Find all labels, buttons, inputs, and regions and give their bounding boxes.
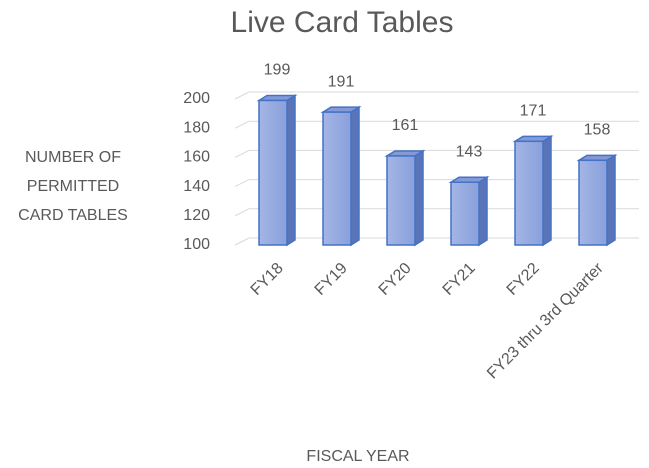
x-tick-label: FY20 bbox=[376, 260, 415, 299]
grid-line bbox=[234, 149, 639, 158]
bar bbox=[514, 140, 544, 246]
grid-line bbox=[234, 120, 639, 129]
y-tick-label: 160 bbox=[183, 149, 210, 166]
bar-side bbox=[478, 175, 488, 247]
value-label: 143 bbox=[456, 143, 483, 160]
value-label: 199 bbox=[264, 62, 291, 79]
grid-line bbox=[234, 208, 639, 217]
value-label: 158 bbox=[584, 122, 611, 139]
bar-side bbox=[414, 149, 424, 247]
bar-side bbox=[542, 134, 552, 247]
x-tick-label: FY22 bbox=[504, 260, 543, 299]
value-label: 191 bbox=[328, 73, 355, 90]
bar-side bbox=[350, 105, 360, 247]
y-tick-label: 140 bbox=[183, 178, 210, 195]
bar bbox=[258, 99, 288, 246]
chart-title: Live Card Tables bbox=[231, 6, 454, 39]
bar-top bbox=[320, 106, 362, 113]
grid-line bbox=[234, 179, 639, 188]
x-axis-title: FISCAL YEAR bbox=[306, 448, 409, 465]
y-tick-label: 180 bbox=[183, 119, 210, 136]
value-label: 161 bbox=[392, 117, 419, 134]
y-tick-label: 200 bbox=[183, 90, 210, 107]
grid-line bbox=[234, 91, 639, 100]
bar bbox=[450, 181, 480, 246]
bar bbox=[322, 111, 352, 246]
y-tick-label: 100 bbox=[183, 236, 210, 253]
y-tick-label: 120 bbox=[183, 207, 210, 224]
x-tick-label: FY18 bbox=[248, 260, 287, 299]
bar bbox=[386, 155, 416, 246]
grid-line bbox=[234, 237, 639, 246]
x-tick-label: FY21 bbox=[440, 260, 479, 299]
y-axis-title: NUMBER OF PERMITTED CARD TABLES bbox=[18, 149, 128, 224]
value-label: 171 bbox=[520, 103, 547, 120]
x-tick-label: FY23 thru 3rd Quarter bbox=[484, 259, 607, 382]
bar bbox=[578, 159, 608, 246]
bar-side bbox=[286, 94, 296, 247]
x-tick-label: FY19 bbox=[312, 260, 351, 299]
bar-side bbox=[606, 153, 616, 247]
